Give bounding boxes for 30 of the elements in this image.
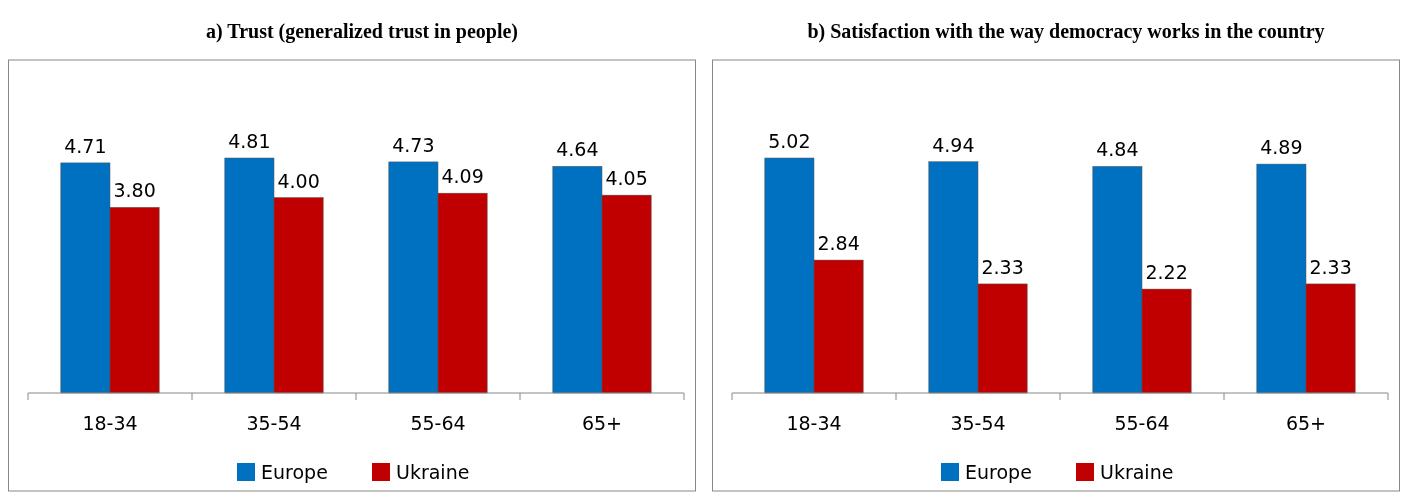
data-label: 4.84 [1096, 138, 1139, 161]
data-label: 4.09 [441, 165, 484, 188]
x-tick-label: 55-64 [410, 412, 466, 434]
data-label: 3.80 [113, 179, 156, 202]
data-label: 2.33 [1309, 255, 1352, 278]
legend-label: Europe [261, 461, 328, 483]
legend-label: Ukraine [1100, 461, 1174, 483]
data-label: 4.94 [932, 133, 975, 156]
data-label: 4.89 [1260, 136, 1303, 159]
data-label: 2.84 [817, 232, 860, 255]
x-tick-label: 55-64 [1114, 412, 1170, 434]
data-label: 4.64 [556, 138, 599, 161]
data-label: 2.33 [981, 255, 1024, 278]
data-label: 4.71 [64, 134, 107, 157]
data-label: 4.05 [605, 167, 648, 190]
x-tick-label: 35-54 [950, 412, 1006, 434]
legend-label: Ukraine [396, 461, 470, 483]
x-tick-label: 18-34 [786, 412, 842, 434]
data-label: 2.22 [1145, 261, 1188, 284]
data-label: 4.81 [228, 130, 271, 152]
x-tick-label: 65+ [1285, 412, 1327, 434]
data-label: 5.02 [768, 130, 811, 152]
chart-title: b) Satisfaction with the way democracy works in the country [807, 20, 1325, 43]
legend-label: Europe [965, 461, 1032, 483]
x-tick-label: 18-34 [82, 412, 138, 434]
x-tick-label: 35-54 [246, 412, 302, 434]
chart-title: a) Trust (generalized trust in people) [205, 20, 519, 43]
data-label: 4.73 [392, 133, 435, 156]
x-tick-label: 65+ [581, 412, 623, 434]
data-label: 4.00 [277, 169, 320, 192]
